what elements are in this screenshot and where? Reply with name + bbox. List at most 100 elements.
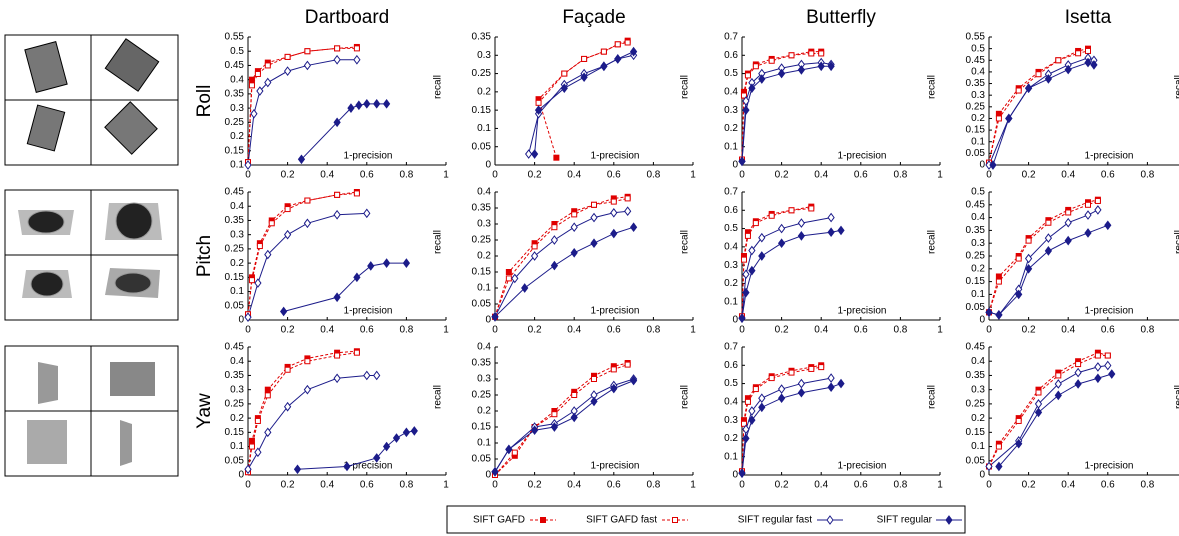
x-tick-label: 0 bbox=[986, 325, 992, 336]
x-axis-label: 1-precision bbox=[838, 461, 887, 472]
y-tick-label: 0.2 bbox=[971, 413, 985, 424]
thumb-image bbox=[120, 420, 132, 466]
marker bbox=[248, 277, 255, 284]
marker bbox=[363, 99, 371, 109]
marker bbox=[768, 212, 775, 219]
series-line bbox=[247, 352, 357, 473]
series-line bbox=[247, 374, 377, 470]
x-tick-label: 0.6 bbox=[607, 325, 621, 336]
series-line bbox=[247, 212, 367, 318]
x-tick-label: 0.4 bbox=[567, 170, 581, 181]
x-tick-label: 0.2 bbox=[528, 170, 542, 181]
y-axis-label: recall bbox=[1174, 230, 1179, 254]
y-tick-label: 0.15 bbox=[225, 145, 245, 156]
series-line bbox=[741, 364, 822, 472]
marker bbox=[333, 292, 341, 303]
x-tick-label: 1 bbox=[937, 480, 943, 491]
marker bbox=[758, 232, 766, 243]
marker bbox=[797, 65, 806, 75]
x-tick-label: 0 bbox=[245, 325, 251, 336]
x-tick-label: 0.4 bbox=[1061, 325, 1075, 336]
marker bbox=[402, 427, 411, 438]
thumbnails bbox=[4, 34, 179, 477]
marker bbox=[797, 231, 806, 241]
x-tick-label: 0.8 bbox=[646, 480, 660, 491]
marker bbox=[264, 62, 271, 69]
thumb-image bbox=[104, 38, 160, 92]
marker bbox=[392, 433, 401, 443]
marker bbox=[373, 453, 381, 463]
y-tick-label: 0.45 bbox=[225, 60, 245, 71]
series-line bbox=[988, 200, 1099, 313]
marker bbox=[553, 154, 560, 161]
y-tick-label: 0.1 bbox=[477, 438, 491, 449]
marker bbox=[353, 272, 361, 283]
thumb-image bbox=[24, 40, 68, 94]
series-line bbox=[741, 229, 842, 319]
marker bbox=[1054, 390, 1062, 401]
y-tick-label: 0.1 bbox=[230, 160, 244, 171]
marker bbox=[334, 191, 341, 198]
x-tick-label: 0.6 bbox=[360, 325, 374, 336]
marker bbox=[1084, 57, 1092, 68]
marker bbox=[244, 464, 252, 475]
marker bbox=[752, 386, 759, 393]
y-tick-label: 0.25 bbox=[472, 390, 492, 401]
marker bbox=[738, 156, 746, 167]
marker bbox=[837, 225, 845, 236]
y-tick-label: 0.45 bbox=[966, 55, 986, 66]
marker bbox=[827, 212, 835, 223]
marker bbox=[600, 61, 608, 72]
legend-label: SIFT regular fast bbox=[738, 515, 813, 526]
marker bbox=[283, 401, 292, 412]
marker bbox=[1064, 64, 1072, 75]
marker bbox=[610, 383, 618, 394]
y-tick-label: 0.05 bbox=[472, 299, 492, 310]
marker bbox=[1085, 47, 1091, 54]
chart-panel: 0 0.1 0.2 0.3 0.4 0.5 0.6 0.7 0 0.2 0.4 0.6 0.8 1 1-pr… bbox=[724, 187, 943, 336]
series-line bbox=[988, 224, 1108, 316]
marker bbox=[373, 370, 381, 381]
marker bbox=[989, 160, 997, 170]
series-line bbox=[988, 199, 1099, 313]
x-tick-label: 0.8 bbox=[1140, 480, 1154, 491]
marker bbox=[1015, 87, 1022, 94]
marker bbox=[550, 422, 559, 432]
marker bbox=[382, 99, 391, 109]
marker bbox=[1104, 220, 1112, 231]
x-tick-label: 0.8 bbox=[893, 170, 907, 181]
y-tick-label: 0.6 bbox=[724, 360, 738, 371]
marker bbox=[752, 63, 759, 70]
column-title: Butterfly bbox=[806, 7, 876, 28]
y-tick-label: 0.1 bbox=[230, 286, 244, 297]
y-tick-label: 0.2 bbox=[724, 278, 738, 289]
x-tick-label: 0.8 bbox=[1140, 325, 1154, 336]
y-tick-label: 0.2 bbox=[724, 433, 738, 444]
marker bbox=[1015, 289, 1023, 300]
y-axis-label: recall bbox=[680, 75, 691, 99]
legend-swatch-marker bbox=[540, 517, 546, 523]
marker bbox=[995, 443, 1002, 450]
marker bbox=[505, 275, 512, 282]
y-tick-label: 0.2 bbox=[971, 263, 985, 274]
marker bbox=[995, 278, 1002, 285]
marker bbox=[742, 269, 750, 280]
marker bbox=[777, 393, 786, 404]
x-tick-label: 0.8 bbox=[646, 325, 660, 336]
marker bbox=[768, 375, 775, 382]
marker bbox=[283, 229, 292, 240]
marker bbox=[610, 366, 617, 373]
y-tick-label: 0.15 bbox=[472, 267, 492, 278]
x-axis-label: 1-precision bbox=[1085, 151, 1134, 162]
x-tick-label: 0 bbox=[739, 170, 745, 181]
y-tick-label: 0.5 bbox=[971, 187, 985, 198]
x-axis-label: 1-precision bbox=[344, 461, 393, 472]
y-tick-label: 0.35 bbox=[472, 358, 492, 369]
x-tick-label: 0.8 bbox=[893, 480, 907, 491]
marker bbox=[740, 420, 747, 427]
y-tick-label: 0.25 bbox=[966, 251, 986, 262]
marker bbox=[264, 249, 272, 260]
marker bbox=[254, 70, 261, 77]
marker bbox=[1045, 219, 1052, 226]
